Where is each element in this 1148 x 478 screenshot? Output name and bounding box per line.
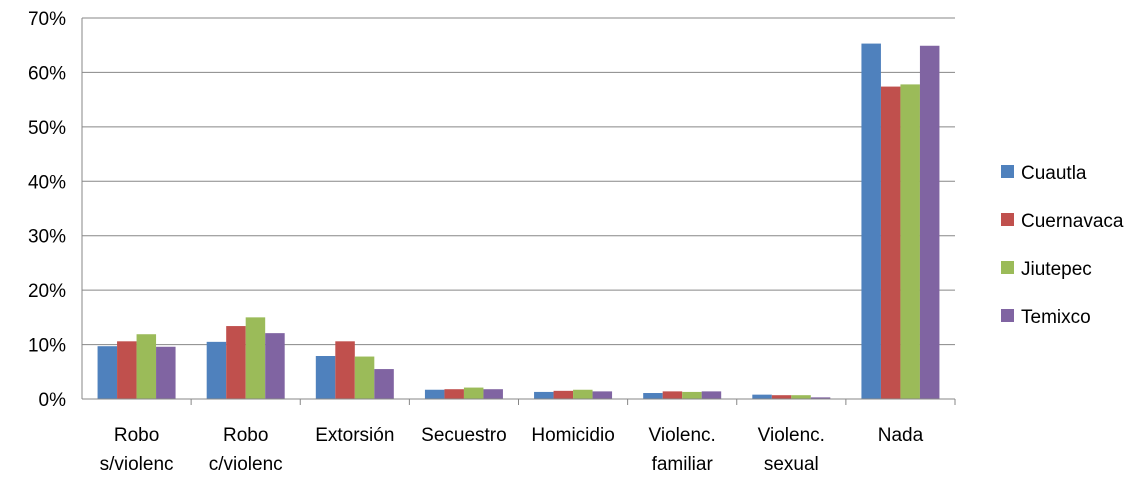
bar-cuernavaca-0 [117,341,137,399]
bar-cuautla-0 [97,346,118,399]
bar-cuernavaca-1 [226,326,246,399]
x-category-label: sexual [764,454,819,475]
bar-temixco-6 [810,397,831,399]
x-category-label: Extorsión [315,425,394,446]
y-tick-label: 50% [28,118,66,139]
bar-cuautla-6 [752,394,772,399]
bar-temixco-7 [919,45,940,399]
bar-cuernavaca-5 [662,391,683,399]
x-category-label: Robo [223,425,268,446]
bar-jiutepec-3 [463,387,484,399]
bar-temixco-3 [483,389,503,399]
bar-jiutepec-1 [245,317,266,399]
legend-label-temixco: Temixco [1021,307,1091,328]
bar-cuautla-2 [315,356,336,399]
bar-jiutepec-5 [682,391,702,399]
y-tick-label: 10% [28,336,66,357]
bar-cuernavaca-7 [880,86,901,399]
x-category-label: Secuestro [421,425,507,446]
x-category-label: c/violenc [209,454,283,475]
x-category-label: Robo [114,425,159,446]
bar-jiutepec-6 [791,395,811,399]
y-tick-label: 30% [28,227,66,248]
bar-temixco-5 [701,391,722,399]
legend-swatch-jiutepec [1001,261,1014,274]
bar-temixco-2 [374,369,394,399]
x-category-label: Violenc. [758,425,825,446]
legend: Cuautla Cuernavaca Jiutepec Temixco [1001,163,1124,328]
x-category-label: familiar [652,454,714,475]
legend-label-cuernavaca: Cuernavaca [1021,211,1124,232]
legend-label-jiutepec: Jiutepec [1021,259,1092,280]
legend-label-cuautla: Cuautla [1021,163,1087,184]
gridlines [82,17,955,346]
y-tick-label: 70% [28,9,66,30]
bar-jiutepec-7 [900,84,920,399]
x-category-label: s/violenc [100,454,174,475]
y-tick-label: 0% [39,390,67,411]
y-axis: 0% 10% 20% 30% 40% 50% 60% 70% [28,9,83,411]
x-category-label: Nada [878,425,924,446]
bar-cuernavaca-3 [444,389,464,399]
legend-swatch-cuautla [1001,165,1014,178]
bar-cuautla-1 [206,341,227,399]
bar-jiutepec-2 [354,356,375,399]
x-category-label: Homicidio [531,425,614,446]
bar-cuernavaca-4 [553,390,574,399]
bar-temixco-4 [592,391,613,399]
y-tick-label: 20% [28,281,66,302]
legend-swatch-cuernavaca [1001,213,1014,226]
bar-jiutepec-0 [136,334,157,399]
bar-temixco-1 [265,333,285,399]
bar-cuautla-5 [643,393,663,399]
y-tick-label: 60% [28,63,66,84]
x-category-label: Violenc. [649,425,716,446]
bar-cuernavaca-6 [771,395,792,399]
bar-temixco-0 [156,346,176,399]
bar-cuautla-3 [424,389,445,399]
bars [97,43,940,400]
bar-jiutepec-4 [573,389,593,399]
bar-cuautla-7 [861,43,881,400]
x-axis: Robo s/violenc Robo c/violenc Extorsión Secue… [82,398,956,475]
y-tick-label: 40% [28,172,66,193]
legend-swatch-temixco [1001,309,1014,322]
bar-cuernavaca-2 [335,341,355,399]
bar-cuautla-4 [534,391,554,399]
